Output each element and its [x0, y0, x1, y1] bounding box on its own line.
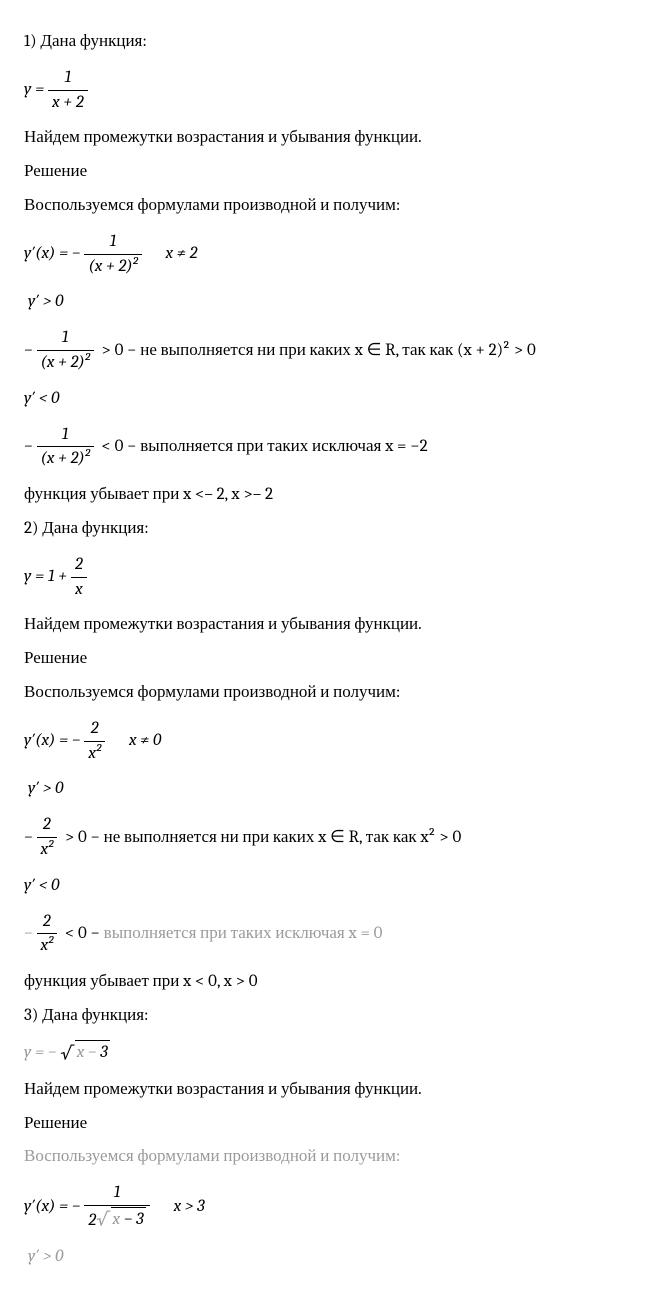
- p2-conclusion: функция убывает при x < 0, x > 0: [24, 970, 626, 994]
- p3-sqrt-body: x − 3: [75, 1040, 110, 1065]
- p3-use-formula: Воспользуемся формулами производной и по…: [24, 1145, 626, 1169]
- sqrt-symbol: √: [96, 1206, 110, 1232]
- p3-func-lhs: y = −: [24, 1041, 56, 1065]
- p1-neg-check: − 1 (x + 2)² < 0 − выполняется при таких…: [24, 423, 626, 472]
- p3-ypos: y′ > 0: [28, 1245, 626, 1269]
- p2-pos-frac: 2 x²: [37, 813, 58, 862]
- p2-func-num: 2: [71, 553, 87, 578]
- p2-solution: Решение: [24, 647, 626, 671]
- p1-deriv-cond: x ≠ 2: [166, 242, 198, 266]
- p2-func-den: x: [71, 578, 87, 602]
- p1-func-num: 1: [48, 66, 88, 91]
- p3-deriv-cond: x > 3: [174, 1195, 205, 1219]
- p1-neg-frac: 1 (x + 2)²: [37, 423, 94, 472]
- p3-given: 3) Дана функция:: [24, 1004, 626, 1028]
- p3-function: y = − √ x − 3: [24, 1040, 626, 1066]
- p1-solution: Решение: [24, 160, 626, 184]
- p1-deriv-lhs: y′(x) = −: [24, 242, 80, 266]
- p2-neg-text: < 0 − выполняется при таких исключая x =…: [61, 922, 382, 946]
- p1-conclusion: функция убывает при x <– 2, x >– 2: [24, 483, 626, 507]
- p2-yneg: y′ < 0: [24, 874, 626, 898]
- sqrt-symbol: √: [60, 1040, 74, 1066]
- p2-deriv-cond: x ≠ 0: [129, 729, 161, 753]
- p1-func-frac: 1 x + 2: [48, 66, 88, 115]
- p3-sqrt-x: x −: [77, 1043, 97, 1062]
- p2-function: y = 1 + 2 x: [24, 553, 626, 602]
- p1-use-formula: Воспользуемся формулами производной и по…: [24, 194, 626, 218]
- p3-task: Найдем промежутки возрастания и убывания…: [24, 1078, 626, 1102]
- p2-use-formula: Воспользуемся формулами производной и по…: [24, 681, 626, 705]
- p2-neg-pre: < 0 −: [65, 924, 104, 943]
- p1-given: 1) Дана функция:: [24, 30, 626, 54]
- p2-deriv-den: x²: [84, 742, 105, 766]
- p1-pos-num: 1: [37, 326, 94, 351]
- p2-task: Найдем промежутки возрастания и убывания…: [24, 613, 626, 637]
- minus-sign: −: [24, 435, 33, 459]
- p3-deriv-lhs: y′(x) = −: [24, 1195, 80, 1219]
- p1-yneg: y′ < 0: [24, 387, 626, 411]
- p2-pos-check: − 2 x² > 0 − не выполняется ни при каких…: [24, 813, 626, 862]
- p1-pos-check: − 1 (x + 2)² > 0 − не выполняется ни при…: [24, 326, 626, 375]
- p1-task: Найдем промежутки возрастания и убывания…: [24, 126, 626, 150]
- p2-pos-text-content: > 0 − не выполняется ни при каких x ∈ R,…: [65, 828, 461, 847]
- p1-deriv-frac: 1 (x + 2)²: [84, 230, 141, 279]
- p2-derivative: y′(x) = − 2 x² x ≠ 0: [24, 717, 626, 766]
- p2-deriv-num: 2: [84, 717, 105, 742]
- p1-neg-text-content: < 0 − выполняется при таких исключая x =…: [101, 437, 427, 456]
- p2-neg-check: − 2 x² < 0 − выполняется при таких исклю…: [24, 910, 626, 959]
- p2-func-frac: 2 x: [71, 553, 87, 602]
- p3-deriv-num: 1: [84, 1181, 149, 1206]
- p1-ypos: y′ > 0: [28, 290, 626, 314]
- p1-deriv-den: (x + 2)²: [84, 255, 141, 279]
- p2-deriv-frac: 2 x²: [84, 717, 105, 766]
- p3-deriv-sqrt-x: x: [113, 1210, 121, 1229]
- p2-neg-num: 2: [37, 910, 58, 935]
- p2-neg-gray: выполняется при таких исключая x = 0: [104, 924, 383, 943]
- p3-deriv-den: 2√x − 3: [84, 1206, 149, 1233]
- minus-sign: −: [24, 339, 33, 363]
- p2-given: 2) Дана функция:: [24, 517, 626, 541]
- p1-pos-frac: 1 (x + 2)²: [37, 326, 94, 375]
- p3-sqrt: √ x − 3: [60, 1040, 109, 1066]
- p2-pos-den: x²: [37, 838, 58, 862]
- p1-derivative: y′(x) = − 1 (x + 2)² x ≠ 2: [24, 230, 626, 279]
- p1-neg-text: < 0 − выполняется при таких исключая x =…: [98, 435, 428, 459]
- p2-ypos: y′ > 0: [28, 777, 626, 801]
- minus-sign-gray: −: [24, 922, 33, 946]
- p3-derivative: y′(x) = − 1 2√x − 3 x > 3: [24, 1181, 626, 1233]
- p3-deriv-sqrt: √x − 3: [96, 1206, 145, 1232]
- minus-sign: −: [24, 826, 33, 850]
- p1-neg-den: (x + 2)²: [37, 447, 94, 471]
- p2-pos-num: 2: [37, 813, 58, 838]
- p2-neg-frac: 2 x²: [37, 910, 58, 959]
- p3-deriv-den-2: 2: [88, 1211, 96, 1230]
- p1-function: y = 1 x + 2: [24, 66, 626, 115]
- p2-deriv-lhs: y′(x) = −: [24, 729, 80, 753]
- p3-solution: Решение: [24, 1112, 626, 1136]
- p3-deriv-frac: 1 2√x − 3: [84, 1181, 149, 1233]
- p1-func-lhs: y =: [24, 78, 44, 102]
- p3-deriv-sqrt-body: x − 3: [111, 1207, 146, 1232]
- p2-neg-den: x²: [37, 934, 58, 958]
- p1-pos-text-content: > 0 − не выполняется ни при каких x ∈ R,…: [101, 341, 535, 360]
- p1-neg-num: 1: [37, 423, 94, 448]
- p1-deriv-num: 1: [84, 230, 141, 255]
- p1-pos-den: (x + 2)²: [37, 351, 94, 375]
- p1-pos-text: > 0 − не выполняется ни при каких x ∈ R,…: [98, 339, 536, 363]
- p1-func-den: x + 2: [48, 91, 88, 115]
- p2-func-lhs: y = 1 +: [24, 565, 67, 589]
- p2-pos-text: > 0 − не выполняется ни при каких x ∈ R,…: [61, 826, 461, 850]
